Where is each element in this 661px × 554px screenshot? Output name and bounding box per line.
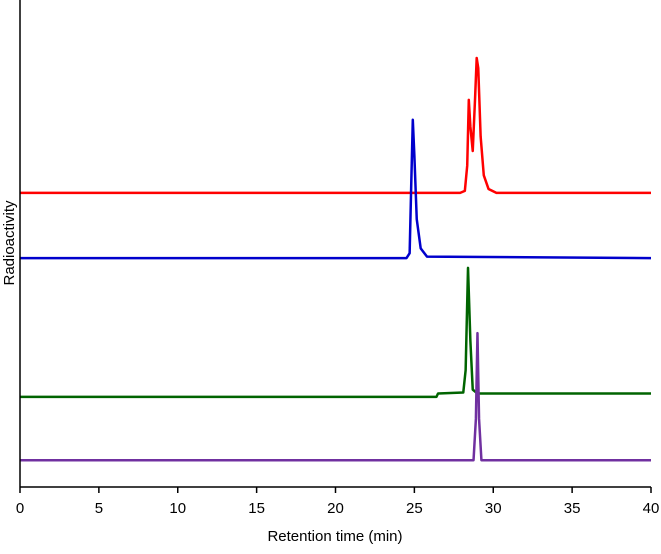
x-tick-label: 20 bbox=[327, 500, 344, 517]
x-tick-label: 25 bbox=[406, 500, 423, 517]
x-axis-label: Retention time (min) bbox=[267, 528, 402, 545]
x-tick-label: 40 bbox=[643, 500, 660, 517]
trace bbox=[20, 56, 651, 195]
x-tick-label: 30 bbox=[485, 500, 502, 517]
trace bbox=[20, 118, 652, 260]
x-tick-label: 10 bbox=[169, 500, 186, 517]
x-tick-label: 15 bbox=[248, 500, 265, 517]
y-axis-label: Radioactivity bbox=[1, 200, 18, 286]
trace bbox=[20, 331, 651, 462]
trace bbox=[20, 266, 651, 399]
x-tick-label: 35 bbox=[564, 500, 581, 517]
x-tick-label: 5 bbox=[95, 500, 103, 517]
x-tick-label: 0 bbox=[16, 500, 24, 517]
